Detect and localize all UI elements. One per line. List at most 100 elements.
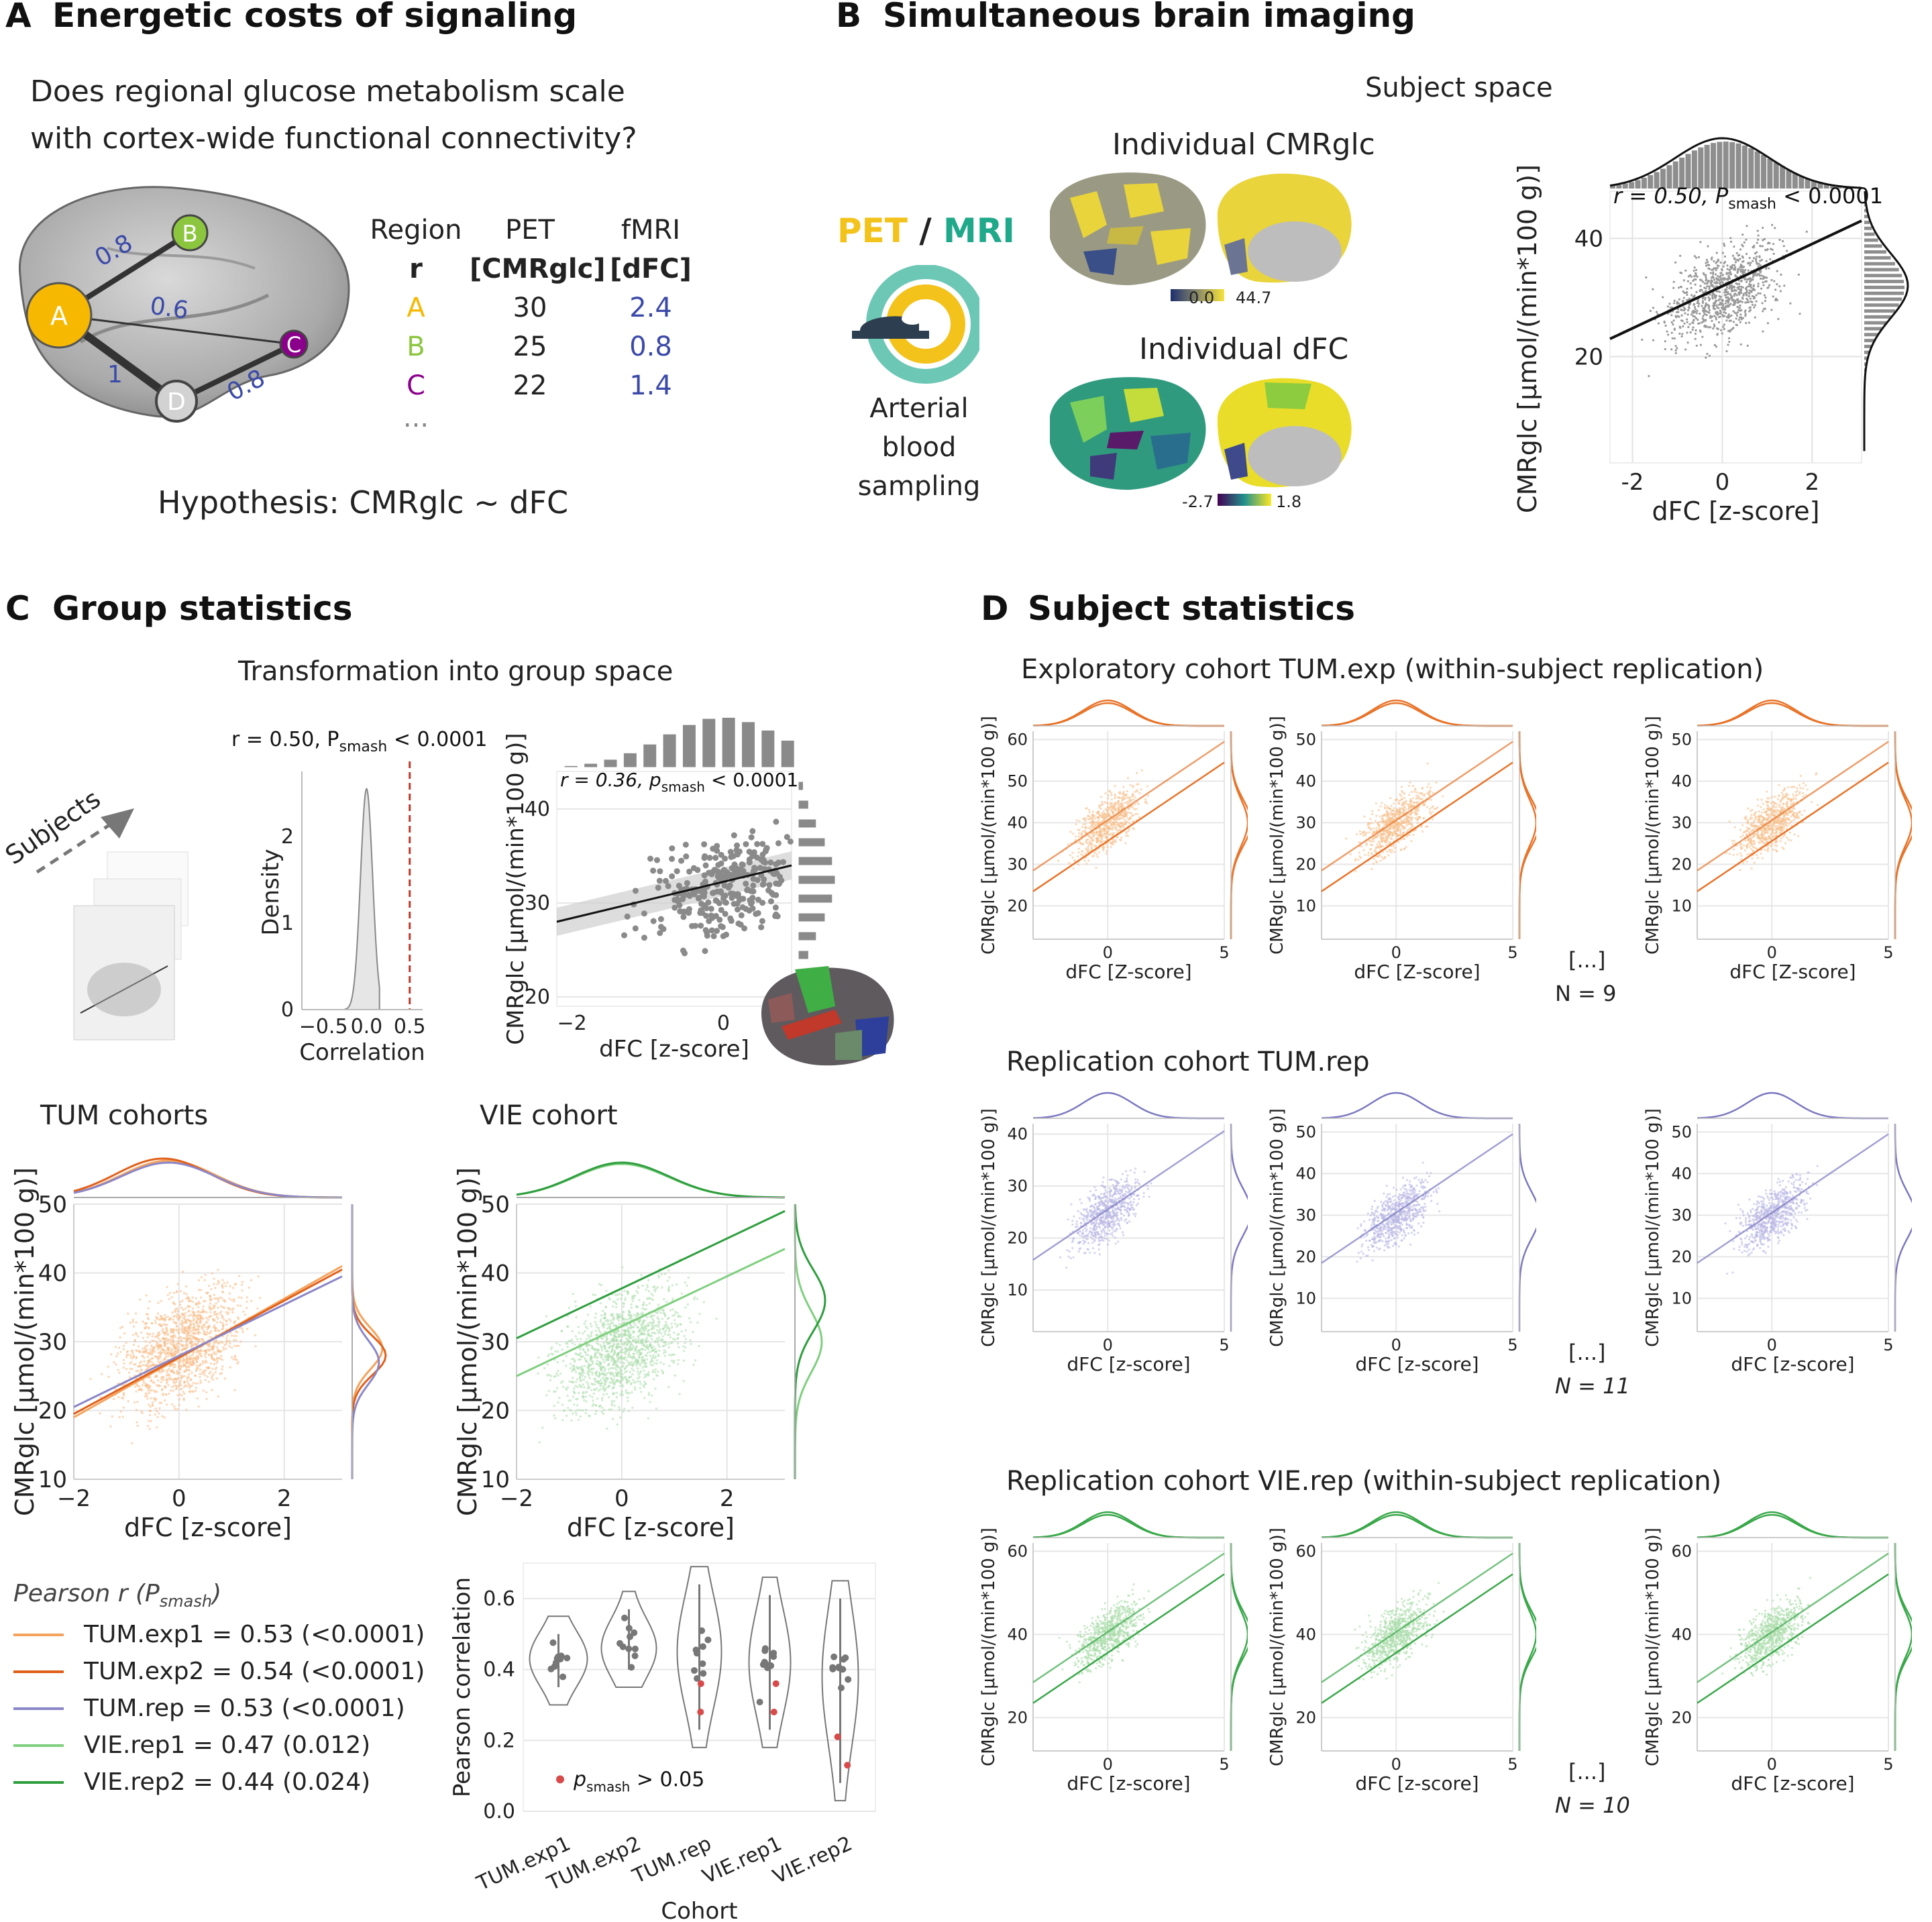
data-point — [149, 1405, 152, 1408]
data-point — [241, 1328, 244, 1331]
data-point — [587, 1383, 590, 1385]
data-point — [225, 1323, 228, 1326]
group-brain-map — [761, 966, 894, 1066]
regression-line — [73, 1275, 343, 1408]
data-point — [657, 1353, 660, 1356]
data-point — [213, 1328, 217, 1332]
data-point — [1776, 299, 1778, 302]
data-point — [660, 1369, 663, 1372]
data-point — [1684, 312, 1686, 315]
data-point — [595, 1370, 598, 1373]
data-point — [610, 1344, 614, 1348]
data-point — [624, 913, 631, 920]
data-point — [611, 1338, 614, 1342]
data-point — [1754, 288, 1756, 291]
region-table: Region PET fMRI r [CMRglc] [dFC] A 30 2.… — [362, 215, 711, 443]
data-point — [146, 1363, 149, 1366]
data-point — [1695, 256, 1698, 259]
data-point — [584, 1411, 587, 1415]
data-point — [1705, 274, 1707, 276]
data-point — [233, 1355, 236, 1358]
data-point — [231, 1299, 233, 1301]
data-point — [209, 1299, 212, 1302]
data-point — [705, 899, 712, 906]
data-point — [1122, 804, 1124, 807]
node-a — [25, 282, 93, 349]
histogram-bar — [798, 781, 804, 791]
data-point — [599, 1383, 602, 1386]
data-point — [672, 896, 678, 903]
data-point — [1652, 339, 1655, 341]
transform-label: Transformation into group space — [238, 656, 674, 687]
data-point — [655, 1407, 658, 1410]
data-point — [172, 1331, 175, 1334]
panel-c-title: Group statistics — [52, 589, 353, 628]
data-point — [702, 1301, 705, 1303]
data-point — [619, 1338, 623, 1342]
data-point — [180, 1306, 183, 1310]
data-point — [178, 1363, 181, 1365]
data-point — [588, 1394, 591, 1397]
data-point — [127, 1400, 129, 1403]
data-point — [1680, 286, 1682, 288]
data-point — [1682, 309, 1686, 312]
data-point — [635, 1363, 639, 1365]
data-point — [168, 1291, 172, 1294]
data-point — [749, 853, 756, 859]
data-point — [177, 1317, 180, 1320]
data-point — [682, 1350, 686, 1352]
data-point — [662, 1363, 665, 1365]
data-point — [160, 1381, 162, 1384]
data-point — [586, 1327, 589, 1330]
data-point — [691, 891, 698, 898]
data-point — [217, 1342, 221, 1344]
data-point — [1695, 312, 1698, 315]
data-point — [659, 1312, 663, 1314]
data-point — [1699, 284, 1702, 287]
data-point — [658, 1345, 661, 1348]
data-point — [1739, 313, 1742, 316]
data-point — [206, 1328, 209, 1330]
data-point — [674, 1319, 676, 1322]
data-point — [169, 1342, 172, 1344]
data-point — [641, 1324, 644, 1327]
data-point — [592, 1293, 594, 1296]
histogram-bar — [761, 729, 775, 768]
histogram-bar — [1761, 154, 1766, 189]
data-point — [180, 1387, 183, 1390]
data-point — [619, 1334, 621, 1336]
data-point — [156, 1410, 158, 1413]
data-point — [1735, 314, 1739, 317]
data-point — [1713, 286, 1715, 289]
data-point — [626, 1396, 629, 1399]
data-point — [619, 1416, 622, 1419]
data-point — [574, 1385, 577, 1387]
data-point — [1106, 849, 1108, 853]
data-point — [537, 1372, 539, 1375]
data-point — [591, 1395, 594, 1399]
data-point — [148, 1391, 151, 1395]
data-point — [646, 1283, 649, 1287]
data-point — [655, 1362, 659, 1365]
data-point — [714, 888, 720, 895]
brain-network-diagram: 0.8 0.6 1 0.8 A B C D — [18, 186, 350, 423]
regression-line — [516, 1210, 786, 1340]
data-point — [706, 855, 713, 861]
data-point — [1686, 287, 1688, 290]
data-point — [1144, 801, 1147, 804]
data-point — [1754, 272, 1757, 274]
data-point — [1113, 818, 1116, 820]
node-b-label: B — [182, 221, 197, 248]
data-point — [174, 1387, 178, 1391]
data-point — [151, 1401, 154, 1404]
data-point — [1705, 264, 1708, 267]
scanner-icon — [852, 265, 979, 384]
data-point — [160, 1324, 162, 1328]
subjects-label: Subjects — [0, 784, 106, 870]
data-point — [629, 1337, 631, 1340]
data-point — [180, 1394, 183, 1397]
data-point — [1682, 290, 1684, 292]
data-point — [1102, 810, 1105, 812]
data-point — [1107, 794, 1110, 797]
y-tick-label: 10 — [481, 1466, 510, 1493]
